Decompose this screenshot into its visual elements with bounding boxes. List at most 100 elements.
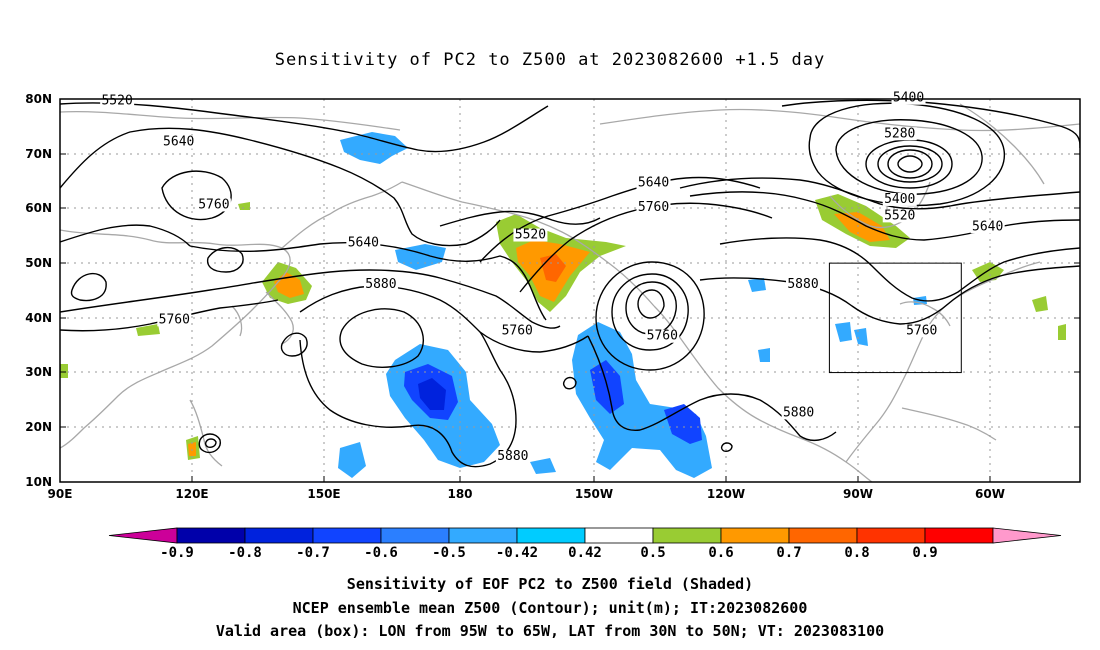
contour-label: 5880 bbox=[497, 449, 528, 464]
coast-korea bbox=[231, 305, 243, 337]
shade-positive-small-1 bbox=[136, 324, 160, 336]
contour-5400-outer bbox=[781, 99, 1080, 149]
contour-label: 5640 bbox=[163, 135, 194, 150]
colorbar-label: 0.5 bbox=[640, 545, 665, 561]
contour-labels: 5520 5640 5760 5640 5880 5760 5520 5640 5760 5760… bbox=[100, 91, 1005, 464]
contour-label: 5760 bbox=[906, 323, 937, 338]
coast-alaska bbox=[401, 181, 655, 307]
coast-asia bbox=[60, 229, 291, 449]
colorbar-label: -0.9 bbox=[160, 545, 194, 561]
contour-5640-west bbox=[60, 127, 501, 247]
contour-small-loop-5 bbox=[720, 442, 733, 452]
contour-5760-north-am bbox=[719, 237, 1080, 302]
shade-positive-hudson-core bbox=[834, 212, 890, 242]
shade-positive-small-4 bbox=[238, 202, 250, 210]
contour-label-bg bbox=[495, 450, 530, 464]
contour-small-loop-1 bbox=[280, 332, 308, 357]
contour-low-4 bbox=[637, 289, 665, 319]
plot-frame bbox=[59, 98, 1081, 483]
contour-label: 5880 bbox=[783, 405, 814, 420]
lon-label: 90W bbox=[843, 487, 873, 501]
colorbar-segment bbox=[856, 527, 926, 544]
contour-5880-east bbox=[587, 335, 837, 442]
colorbar-min-arrow bbox=[108, 527, 178, 544]
coast-siberia-north bbox=[60, 110, 401, 131]
shade-negative-central-pacific-inner bbox=[418, 378, 446, 410]
contour-label-bg bbox=[157, 313, 192, 327]
colorbar-label: -0.5 bbox=[432, 545, 466, 561]
lon-label: 120E bbox=[175, 487, 208, 501]
colorbar-segment bbox=[448, 527, 518, 544]
lat-label: 30N bbox=[25, 365, 52, 379]
contour-label-bg bbox=[500, 324, 535, 338]
contour-low-ring-2 bbox=[877, 145, 943, 183]
shade-positive-small-5 bbox=[60, 364, 68, 378]
shade-negative-small-4 bbox=[835, 322, 852, 342]
shade-negative-small-1 bbox=[338, 442, 366, 478]
shade-negative-north-pacific bbox=[340, 132, 408, 164]
contour-5640-mid bbox=[189, 242, 547, 321]
colorbar-segment bbox=[720, 527, 790, 544]
contour-low-outer bbox=[595, 261, 705, 371]
contour-label-bg bbox=[161, 135, 196, 149]
contour-5760-west-loop bbox=[70, 272, 107, 302]
contour-5520-north bbox=[60, 102, 549, 153]
contour-label: 5520 bbox=[515, 228, 546, 243]
contour-label: 5760 bbox=[159, 312, 190, 327]
contour-label-bg bbox=[891, 91, 926, 105]
contour-5520-north-am bbox=[679, 177, 1080, 210]
contour-label-bg bbox=[636, 176, 671, 190]
colorbar-segment bbox=[312, 527, 382, 544]
contour-label-bg bbox=[636, 201, 671, 215]
contour-5880-west bbox=[299, 285, 589, 353]
lat-label: 20N bbox=[25, 420, 52, 434]
contour-label: 5880 bbox=[787, 277, 818, 292]
colorbar-segment bbox=[924, 527, 994, 544]
valid-area-box bbox=[828, 262, 962, 374]
contour-label-bg bbox=[904, 324, 939, 338]
colorbar-label: 0.42 bbox=[568, 545, 602, 561]
contour-label: 5280 bbox=[884, 126, 915, 141]
coast-great-lakes bbox=[899, 301, 951, 327]
shade-negative-small-2 bbox=[530, 458, 556, 474]
contour-5640-trough bbox=[479, 176, 761, 263]
colorbar-segment bbox=[788, 527, 858, 544]
contour-low-3 bbox=[625, 281, 677, 335]
contour-5400-ring bbox=[808, 102, 1006, 207]
contour-small-loop-3 bbox=[204, 438, 217, 448]
coast-taiwan-philippines bbox=[189, 399, 223, 467]
contour-small-loop-4 bbox=[562, 376, 577, 390]
lon-label: 60W bbox=[975, 487, 1005, 501]
contour-5760-main bbox=[60, 269, 561, 329]
contour-label-bg bbox=[363, 277, 398, 291]
contour-label: 5640 bbox=[638, 176, 669, 191]
contour-label-bg bbox=[882, 209, 917, 223]
contour-low-ring-4 bbox=[897, 155, 923, 173]
longitude-axis: 90E 120E 150E 180 150W 120W 90W 60W bbox=[48, 487, 1005, 501]
contour-5280-ring bbox=[835, 119, 983, 195]
footer-line-1: Sensitivity of EOF PC2 to Z500 field (Sh… bbox=[346, 575, 754, 593]
contour-5880-south bbox=[299, 331, 517, 468]
plot-title: Sensitivity of PC2 to Z500 at 2023082600… bbox=[274, 50, 826, 70]
colorbar-label: 0.6 bbox=[708, 545, 733, 561]
colorbar bbox=[108, 527, 1062, 544]
contour-label: 5640 bbox=[348, 236, 379, 251]
shade-negative-bering bbox=[395, 244, 446, 270]
contour-label: 5760 bbox=[198, 197, 229, 212]
contour-label: 5760 bbox=[647, 329, 678, 344]
contour-5640-north-am bbox=[689, 191, 1080, 241]
contour-label-bg bbox=[513, 228, 548, 242]
tick-marks bbox=[60, 98, 1080, 483]
contour-label-bg bbox=[645, 329, 680, 343]
shade-negative-hawaii bbox=[572, 322, 712, 478]
colorbar-label: -0.8 bbox=[228, 545, 262, 561]
colorbar-labels: -0.9 -0.8 -0.7 -0.6 -0.5 -0.42 0.42 0.5 … bbox=[160, 545, 938, 561]
contour-5760-trough bbox=[519, 202, 773, 293]
contour-label: 5760 bbox=[502, 323, 533, 338]
coast-hudson-bay bbox=[829, 181, 931, 229]
latitude-axis: 80N 70N 60N 50N 40N 30N 20N 10N bbox=[25, 92, 52, 489]
contour-small-loop-2 bbox=[198, 433, 221, 454]
shade-negative-small-3 bbox=[748, 278, 766, 292]
colorbar-segment bbox=[516, 527, 586, 544]
colorbar-segment bbox=[244, 527, 314, 544]
